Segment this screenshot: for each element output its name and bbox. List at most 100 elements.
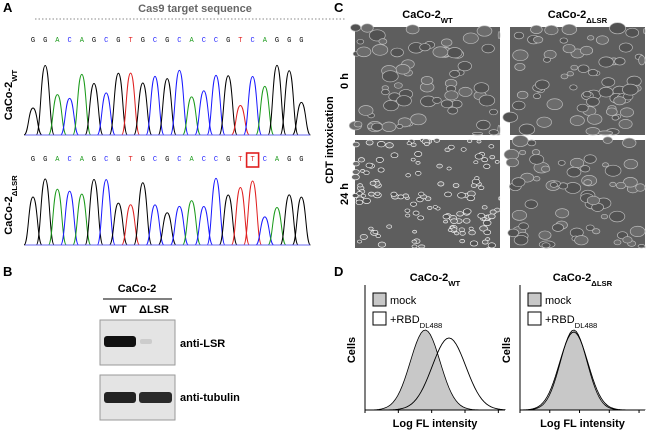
mutation-box: [245, 152, 260, 168]
label: +RBDDL488: [390, 314, 442, 330]
cell: [374, 191, 381, 196]
peak: [23, 107, 43, 136]
cell: [623, 158, 638, 170]
base: A: [55, 156, 60, 164]
y-axis-label: Cells: [346, 337, 358, 363]
base: A: [80, 156, 85, 164]
cell: [505, 157, 519, 168]
cell: [357, 157, 365, 163]
cell: [365, 162, 373, 169]
cell: [419, 43, 431, 52]
cell: [356, 38, 365, 45]
label: mock: [545, 295, 572, 307]
cell: [481, 205, 488, 210]
cell: [560, 73, 569, 80]
cell: [371, 44, 389, 56]
cell: [377, 167, 385, 173]
band: [139, 392, 172, 403]
cell: [586, 96, 600, 107]
cell: [415, 160, 421, 165]
cell: [433, 137, 441, 143]
cell: [404, 208, 411, 213]
cell: [546, 98, 563, 110]
cell: [432, 96, 442, 104]
cell: [580, 45, 594, 56]
cell: [352, 141, 360, 148]
cell: [351, 169, 360, 175]
peak: [169, 69, 189, 136]
cell: [381, 70, 399, 83]
band: [104, 336, 136, 347]
base: G: [226, 37, 230, 45]
cell: [481, 43, 495, 54]
cell: [468, 226, 474, 231]
peak: [255, 85, 275, 136]
base: A: [80, 37, 85, 45]
label-main: +RBD: [545, 314, 575, 326]
label-sub: DL488: [420, 321, 443, 330]
base: A: [189, 37, 194, 45]
cell: [363, 170, 370, 176]
peak: [218, 194, 238, 246]
base: G: [165, 37, 169, 45]
cell: [513, 234, 529, 246]
cell: [450, 218, 458, 224]
cell: [411, 244, 418, 249]
legend-swatch: [372, 311, 387, 326]
cell: [462, 208, 472, 215]
cell: [378, 38, 388, 45]
cell: [358, 105, 374, 116]
cell: [432, 46, 449, 58]
label: CaCo-2WT: [402, 9, 453, 25]
cell: [635, 183, 646, 192]
cell: [536, 116, 552, 128]
cell: [395, 64, 411, 75]
base: G: [31, 37, 35, 45]
panel-letter: D: [334, 264, 343, 279]
cell: [478, 185, 485, 190]
x-axis-label: Log FL intensity: [393, 418, 479, 430]
cell: [441, 38, 453, 47]
cell: [580, 165, 591, 173]
base: G: [116, 156, 120, 164]
cell: [585, 224, 595, 231]
cell: [488, 129, 499, 136]
cell: [588, 69, 598, 77]
cell: [423, 141, 430, 147]
label-sub: ΔLSR: [591, 279, 612, 288]
cell: [598, 56, 614, 68]
cell: [601, 77, 616, 88]
cell: [375, 234, 381, 239]
cell: [615, 181, 626, 190]
cell: [482, 219, 492, 227]
row-label: 24 h: [339, 183, 351, 205]
cell: [600, 213, 609, 220]
cell: [446, 166, 452, 171]
peak: [291, 196, 311, 246]
cell: [390, 152, 399, 159]
base: G: [141, 156, 145, 164]
base: C: [202, 37, 206, 45]
peak: [96, 92, 116, 136]
cell: [481, 157, 489, 163]
cell: [511, 177, 526, 188]
cell: [611, 115, 620, 121]
cell: [529, 154, 545, 165]
base: G: [275, 37, 279, 45]
cell: [598, 86, 614, 98]
peak: [218, 75, 238, 136]
label-main: CaCo-2: [3, 82, 15, 121]
cell: [390, 47, 404, 58]
legend-swatch: [372, 292, 387, 307]
cell: [410, 157, 416, 162]
cell: [538, 230, 552, 240]
peak: [133, 82, 153, 136]
cell: [477, 212, 486, 219]
peak: [230, 105, 250, 136]
base: G: [287, 156, 291, 164]
cell: [360, 193, 367, 198]
peak: [279, 70, 299, 136]
cell: [350, 23, 362, 32]
cell: [638, 55, 646, 66]
cell: [390, 191, 398, 197]
